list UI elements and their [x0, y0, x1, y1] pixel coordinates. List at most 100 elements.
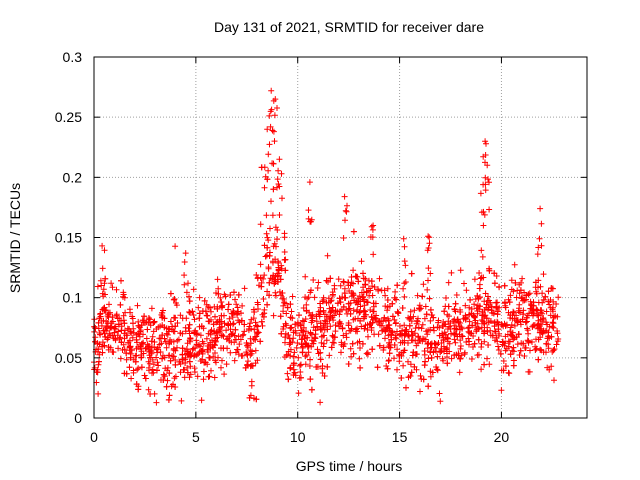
data-point: [325, 295, 332, 302]
data-point: [468, 356, 475, 362]
data-point: [356, 355, 363, 362]
data-point: [466, 318, 473, 325]
data-point: [401, 243, 408, 250]
data-point: [396, 358, 403, 365]
data-point: [420, 281, 427, 288]
data-point: [424, 247, 431, 254]
data-point: [476, 303, 483, 310]
data-point: [502, 304, 509, 311]
data-point: [377, 322, 383, 329]
data-point: [341, 290, 348, 297]
data-point: [286, 335, 293, 342]
data-point: [270, 272, 277, 279]
data-point: [448, 330, 454, 337]
data-point: [327, 323, 334, 330]
data-point: [118, 339, 125, 346]
data-point: [231, 289, 237, 296]
data-point: [183, 289, 190, 296]
data-point: [261, 184, 268, 191]
data-point: [446, 313, 452, 320]
data-point: [500, 358, 507, 364]
data-point: [485, 342, 492, 348]
data-point: [140, 339, 147, 346]
data-point: [419, 293, 426, 300]
data-point: [177, 330, 184, 337]
data-point: [257, 338, 264, 345]
data-point: [201, 297, 208, 304]
data-point: [510, 357, 517, 364]
data-point: [340, 278, 347, 285]
data-point: [162, 338, 169, 345]
data-point: [264, 234, 271, 241]
data-point: [249, 362, 256, 369]
data-point: [346, 288, 353, 294]
data-point: [149, 333, 156, 340]
data-point: [171, 296, 178, 302]
data-point: [324, 326, 331, 333]
data-point: [375, 331, 382, 338]
data-point: [340, 303, 347, 310]
data-point: [274, 236, 280, 243]
data-point: [231, 357, 238, 364]
data-point: [350, 292, 357, 299]
data-point: [400, 362, 407, 369]
data-point: [161, 315, 168, 322]
data-point: [525, 338, 532, 345]
data-point: [425, 233, 432, 240]
data-point: [425, 383, 432, 390]
data-point: [436, 332, 443, 339]
data-point: [493, 334, 500, 341]
data-point: [160, 377, 167, 383]
data-point: [384, 285, 391, 292]
data-point: [217, 294, 224, 301]
data-point: [474, 310, 481, 317]
data-point: [179, 345, 186, 352]
data-point: [219, 302, 226, 309]
data-point: [475, 295, 482, 302]
data-point: [218, 323, 225, 330]
data-point: [351, 297, 358, 304]
data-point: [126, 326, 133, 332]
data-point: [376, 342, 383, 349]
data-point: [317, 356, 324, 363]
data-point: [220, 333, 227, 340]
data-point: [278, 330, 285, 337]
data-point: [448, 269, 455, 276]
data-point: [314, 285, 321, 291]
data-point: [523, 318, 530, 325]
data-point: [393, 335, 400, 342]
data-point: [159, 309, 166, 316]
data-point: [195, 304, 202, 311]
data-point: [517, 309, 523, 316]
data-point: [427, 306, 434, 313]
data-point: [96, 351, 103, 358]
data-point: [164, 331, 171, 338]
data-point: [407, 361, 414, 368]
data-point: [522, 319, 529, 326]
data-point: [459, 333, 466, 340]
data-point: [350, 228, 357, 235]
data-point: [522, 296, 529, 303]
data-point: [289, 293, 296, 300]
data-point: [295, 390, 302, 397]
data-point: [282, 334, 289, 341]
data-point: [217, 327, 224, 334]
data-point: [94, 369, 101, 376]
data-point: [137, 328, 144, 335]
data-point: [148, 338, 155, 345]
data-point: [99, 349, 106, 356]
data-point: [437, 349, 444, 356]
x-tick-label: 20: [494, 429, 510, 445]
y-tick-label: 0.05: [55, 350, 82, 366]
data-point: [243, 340, 250, 346]
data-point: [270, 128, 277, 135]
data-point: [215, 285, 222, 292]
data-point: [394, 366, 400, 373]
data-point: [163, 383, 170, 390]
data-point: [332, 328, 339, 335]
data-point: [501, 282, 508, 289]
data-point: [470, 312, 477, 319]
data-point: [102, 327, 108, 334]
data-point: [195, 350, 202, 357]
data-point: [360, 307, 367, 314]
